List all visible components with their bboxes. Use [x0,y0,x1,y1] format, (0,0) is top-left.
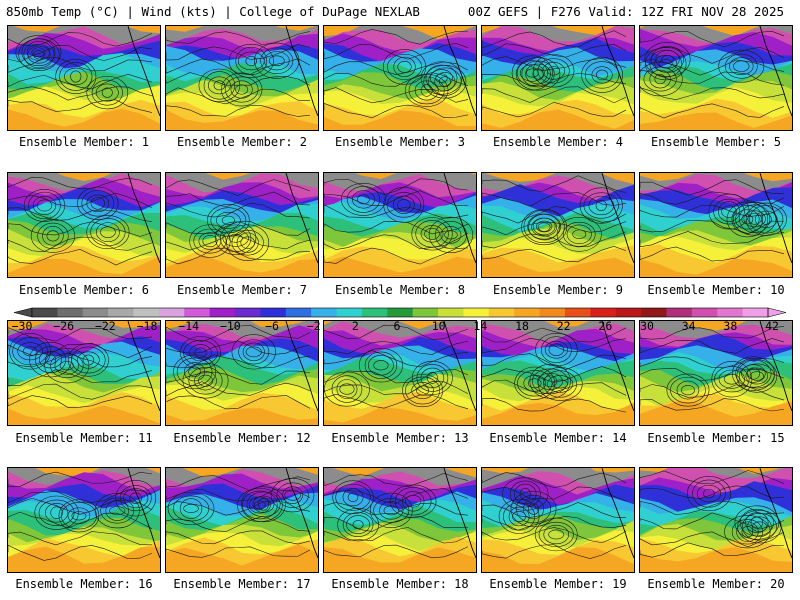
chart-title: 850mb Temp (°C) | Wind (kts) | College o… [6,4,420,19]
colorbar-tick-label: 6 [394,319,401,333]
colorbar-tick-label: 34 [682,319,696,333]
colorbar-segment [387,308,414,317]
ensemble-map-panel [7,320,161,426]
ensemble-map-panel [481,467,635,573]
colorbar-segment [32,308,58,317]
ensemble-member-label: Ensemble Member: 10 [647,283,785,297]
ensemble-member-label: Ensemble Member: 15 [647,431,785,445]
ensemble-map-panel [165,25,319,131]
ensemble-map-panel [7,172,161,278]
colorbar-segment [285,308,312,317]
ensemble-member-label: Ensemble Member: 13 [331,431,469,445]
ensemble-map-panel [323,467,477,573]
colorbar-tick-label: 18 [515,319,529,333]
colorbar-segment [235,308,261,317]
colorbar-tick-label: −6 [265,319,279,333]
colorbar-segment [488,308,515,317]
colorbar-segment [336,308,363,317]
ensemble-member-label: Ensemble Member: 8 [334,283,466,297]
ensemble-member-label: Ensemble Member: 3 [334,135,466,149]
colorbar-tick-label: 14 [473,319,487,333]
colorbar-segment [311,308,338,317]
ensemble-map-panel [323,320,477,426]
ensemble-map-panel [639,320,793,426]
colorbar-segment [412,308,439,317]
colorbar-segment [57,308,84,317]
ensemble-member-label: Ensemble Member: 18 [331,577,469,591]
colorbar-min-arrow [13,307,33,318]
colorbar-tick-label: −22 [95,319,116,333]
ensemble-member-label: Ensemble Member: 14 [489,431,627,445]
ensemble-member-label: Ensemble Member: 5 [650,135,782,149]
ensemble-map-panel [165,172,319,278]
colorbar-segment [514,308,541,317]
colorbar-segment [641,308,667,317]
temperature-colorbar: −30 −26 −22 −18 −14 −10 −6 −2 2 6 10 14 18 22 26 30 34 38… [12,307,787,333]
ensemble-member-label: Ensemble Member: 12 [173,431,311,445]
ensemble-member-label: Ensemble Member: 9 [492,283,624,297]
colorbar-tick-label: 42 [765,319,779,333]
colorbar-segment [158,308,185,317]
colorbar-tick-label: 30 [640,319,654,333]
ensemble-map-panel [323,172,477,278]
ensemble-member-label: Ensemble Member: 1 [18,135,150,149]
ensemble-member-label: Ensemble Member: 7 [176,283,308,297]
run-valid-time: 00Z GEFS | F276 Valid: 12Z FRI NOV 28 20… [467,4,784,19]
colorbar-segment [742,308,769,317]
colorbar-segment [539,308,566,317]
ensemble-member-label: Ensemble Member: 20 [647,577,785,591]
ensemble-member-label: Ensemble Member: 19 [489,577,627,591]
colorbar-segment [209,308,236,317]
ensemble-map-panel [165,467,319,573]
ensemble-map-panel [165,320,319,426]
ensemble-map-panel [481,320,635,426]
ensemble-member-label: Ensemble Member: 6 [18,283,150,297]
colorbar-segment [564,308,591,317]
colorbar-segment [615,308,642,317]
colorbar-segment [260,308,287,317]
colorbar-tick-label: 26 [598,319,612,333]
ensemble-map-panel [7,467,161,573]
ensemble-member-label: Ensemble Member: 11 [15,431,153,445]
colorbar-segment [717,308,744,317]
colorbar-segment [590,308,617,317]
colorbar-segment [82,308,109,317]
colorbar-tick-label: −18 [137,319,158,333]
colorbar-tick-label: 2 [352,319,359,333]
ensemble-map-panel [323,25,477,131]
colorbar-segment [361,308,388,317]
ensemble-member-label: Ensemble Member: 4 [492,135,624,149]
ensemble-map-panel [639,467,793,573]
colorbar-segment [184,308,211,317]
colorbar-tick-label: −26 [53,319,74,333]
colorbar-tick-label: −30 [12,319,33,333]
colorbar-segment [463,308,490,317]
colorbar-tick-label: −14 [178,319,199,333]
ensemble-map-panel [481,172,635,278]
colorbar-tick-label: 10 [432,319,446,333]
ensemble-member-label: Ensemble Member: 16 [15,577,153,591]
ensemble-map-panel [639,172,793,278]
ensemble-member-label: Ensemble Member: 17 [173,577,311,591]
colorbar-tick-label: −2 [307,319,321,333]
colorbar-segment [133,308,160,317]
colorbar-segment [666,308,693,317]
ensemble-map-panel [481,25,635,131]
colorbar-segment [108,308,135,317]
ensemble-member-label: Ensemble Member: 2 [176,135,308,149]
colorbar-segment [438,308,464,317]
ensemble-map-panel [7,25,161,131]
ensemble-map-panel [639,25,793,131]
colorbar-tick-label: −10 [220,319,241,333]
colorbar-segment [691,308,718,317]
colorbar-tick-label: 22 [557,319,571,333]
colorbar-max-arrow [767,307,787,318]
colorbar-tick-label: 38 [723,319,737,333]
